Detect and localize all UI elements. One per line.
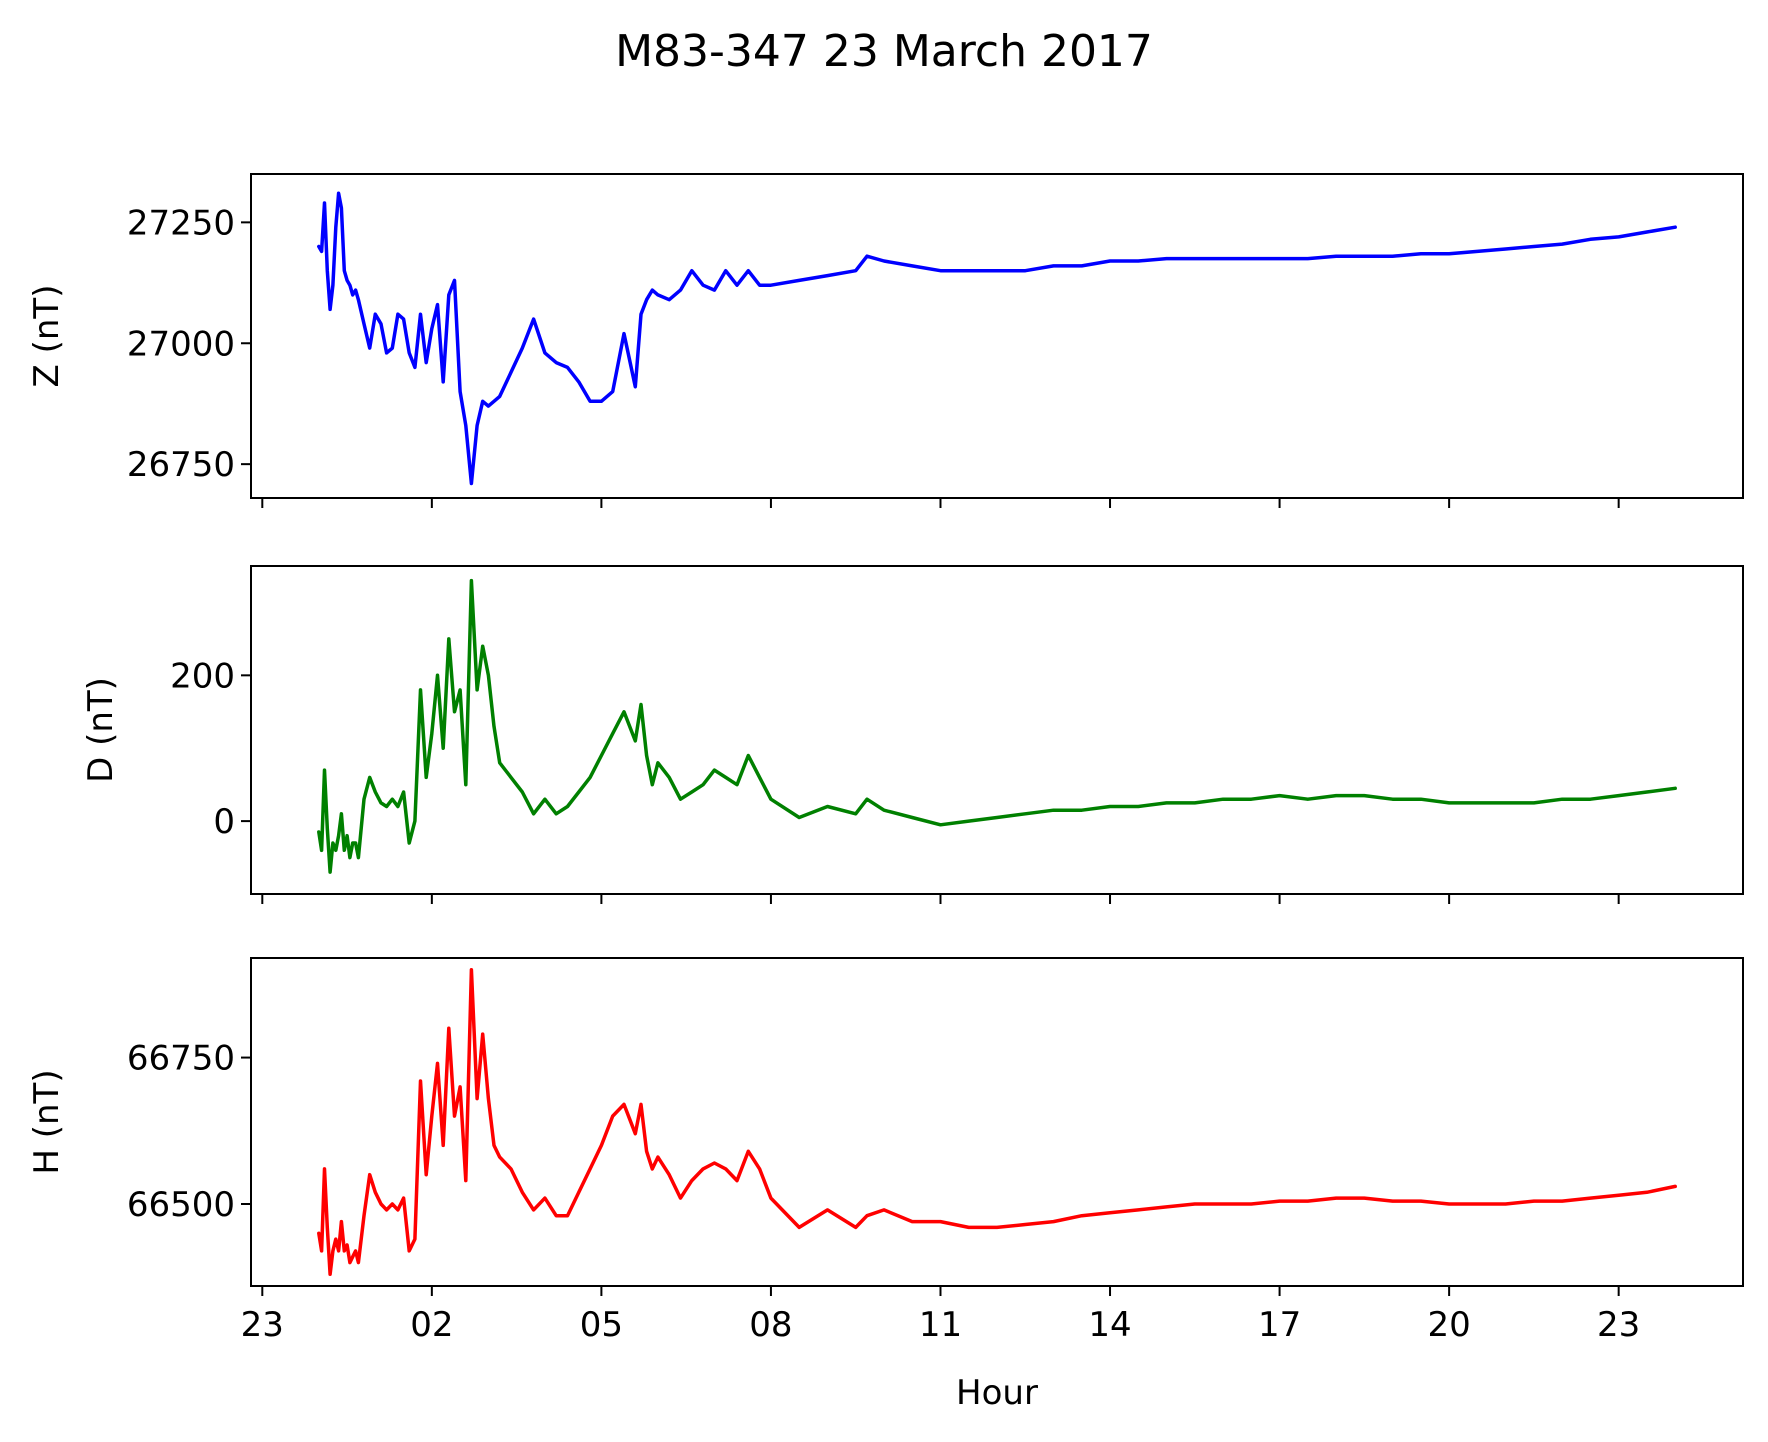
x-tick-label-3: 08 — [749, 1305, 792, 1345]
panel-h-y-tick-label-1: 66750 — [127, 1039, 235, 1079]
x-tick-label-8: 23 — [1597, 1305, 1640, 1345]
panel-h: 66500 66750 23 02 05 08 11 14 17 20 23 H (nT) — [27, 957, 1744, 1345]
panel-h-x-ticks — [261, 1286, 1620, 1296]
panel-d-y-label: D (nT) — [81, 677, 121, 783]
panel-h-y-label: H (nT) — [27, 1069, 67, 1174]
panel-h-x-tick-labels: 23 02 05 08 11 14 17 20 23 — [241, 1305, 1641, 1345]
d-series-line — [317, 578, 1677, 874]
panel-z-y-tick-label-0: 26750 — [127, 445, 235, 485]
panel-h-y-tick-label-0: 66500 — [127, 1185, 235, 1225]
x-tick-label-1: 02 — [410, 1305, 453, 1345]
x-tick-label-5: 14 — [1088, 1305, 1131, 1345]
panel-d-y-ticks: 0 200 — [170, 656, 251, 842]
x-tick-label-2: 05 — [580, 1305, 623, 1345]
panel-z-y-tick-label-1: 27000 — [127, 324, 235, 364]
chart-title: M83-347 23 March 2017 — [615, 26, 1153, 77]
x-axis-label: Hour — [956, 1373, 1038, 1413]
panel-d-frame — [250, 565, 1744, 895]
panel-z-y-label: Z (nT) — [27, 285, 67, 388]
x-tick-label-6: 17 — [1258, 1305, 1301, 1345]
panel-h-frame — [250, 957, 1744, 1287]
x-tick-label-0: 23 — [241, 1305, 284, 1345]
h-series-line — [317, 967, 1677, 1277]
panel-d-x-ticks — [261, 894, 1620, 904]
panel-h-y-ticks: 66500 66750 — [127, 1039, 251, 1225]
panel-d: 0 200 D (nT) — [81, 565, 1744, 904]
x-tick-label-4: 11 — [919, 1305, 962, 1345]
panel-z-x-ticks — [261, 498, 1620, 508]
panel-d-y-tick-label-0: 0 — [213, 802, 235, 842]
panel-d-y-tick-label-1: 200 — [170, 656, 235, 696]
panel-z: 26750 27000 27250 Z (nT) — [27, 173, 1744, 508]
panel-z-y-tick-label-2: 27250 — [127, 203, 235, 243]
panel-z-y-ticks: 26750 27000 27250 — [127, 203, 251, 485]
z-series-line — [317, 191, 1677, 486]
x-tick-label-7: 20 — [1427, 1305, 1470, 1345]
panel-z-frame — [250, 173, 1744, 499]
